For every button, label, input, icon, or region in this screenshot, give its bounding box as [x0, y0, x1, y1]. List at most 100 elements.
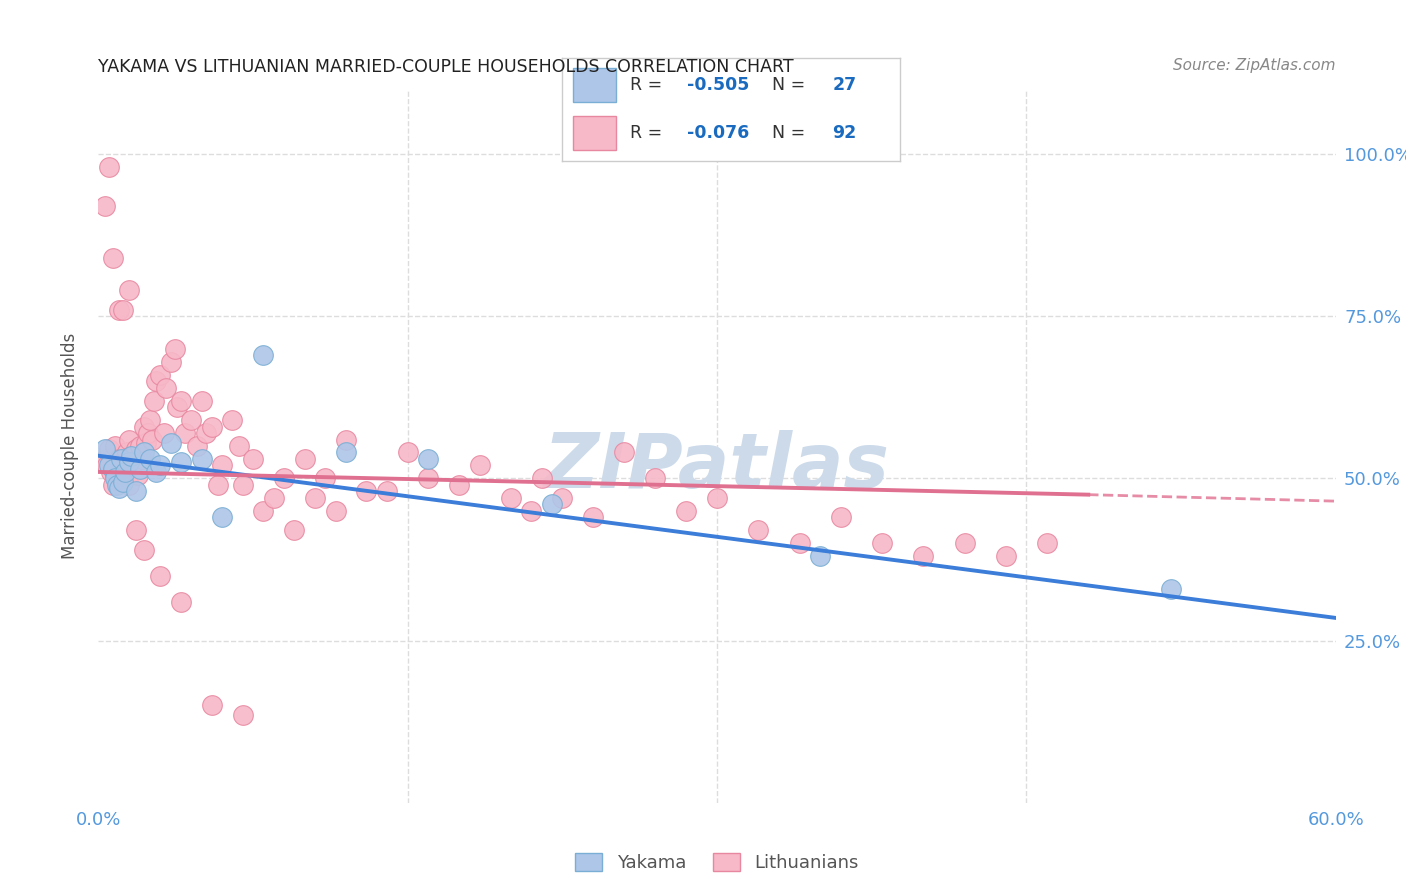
Point — [97, 458, 120, 473]
Point — [613, 445, 636, 459]
Point — [675, 504, 697, 518]
Point — [186, 439, 208, 453]
Point — [356, 484, 378, 499]
Point — [304, 491, 326, 505]
Point — [120, 449, 142, 463]
Point — [520, 504, 543, 518]
FancyBboxPatch shape — [572, 69, 616, 102]
FancyBboxPatch shape — [572, 117, 616, 150]
Point — [112, 302, 135, 317]
Text: N =: N = — [772, 76, 810, 95]
Point — [149, 368, 172, 382]
Point — [273, 471, 295, 485]
Y-axis label: Married-couple Households: Married-couple Households — [60, 333, 79, 559]
Point — [132, 542, 155, 557]
Point — [325, 504, 347, 518]
Point — [211, 510, 233, 524]
Point — [101, 251, 124, 265]
Point — [252, 504, 274, 518]
Point — [112, 455, 135, 469]
Point — [644, 471, 666, 485]
Point — [118, 283, 141, 297]
Point — [283, 524, 305, 538]
Point — [159, 435, 181, 450]
Point — [396, 445, 419, 459]
Point — [190, 393, 212, 408]
Point — [127, 468, 149, 483]
Point — [207, 478, 229, 492]
Point — [418, 471, 440, 485]
Point — [139, 413, 162, 427]
Point — [953, 536, 976, 550]
Point — [1036, 536, 1059, 550]
Point — [149, 568, 172, 582]
Point — [124, 524, 146, 538]
Point — [93, 199, 115, 213]
Point — [201, 419, 224, 434]
Point — [118, 455, 141, 469]
Point — [110, 471, 132, 485]
Point — [211, 458, 233, 473]
Point — [994, 549, 1017, 564]
Point — [190, 452, 212, 467]
Point — [242, 452, 264, 467]
Point — [232, 478, 254, 492]
Point — [104, 439, 127, 453]
Text: -0.505: -0.505 — [688, 76, 749, 95]
Point — [335, 433, 357, 447]
Text: R =: R = — [630, 76, 668, 95]
Point — [131, 452, 153, 467]
Point — [101, 478, 124, 492]
Point — [128, 439, 150, 453]
Point — [124, 484, 146, 499]
Point — [114, 465, 136, 479]
Text: N =: N = — [772, 124, 810, 143]
Point — [101, 461, 124, 475]
Point — [789, 536, 811, 550]
Point — [132, 419, 155, 434]
Point — [747, 524, 769, 538]
Point — [335, 445, 357, 459]
Legend: Yakama, Lithuanians: Yakama, Lithuanians — [568, 846, 866, 880]
Point — [499, 491, 522, 505]
Point — [252, 348, 274, 362]
Point — [294, 452, 316, 467]
Text: ZIPatlas: ZIPatlas — [544, 431, 890, 504]
Point — [135, 435, 157, 450]
Text: 27: 27 — [832, 76, 856, 95]
Point — [541, 497, 564, 511]
Text: 92: 92 — [832, 124, 856, 143]
Point — [582, 510, 605, 524]
Point — [174, 425, 197, 440]
Point — [194, 425, 217, 440]
Point — [418, 452, 440, 467]
Point — [108, 452, 131, 467]
Point — [96, 458, 118, 473]
Point — [104, 471, 127, 485]
Point — [141, 433, 163, 447]
Point — [1160, 582, 1182, 596]
Point — [105, 478, 128, 492]
Point — [912, 549, 935, 564]
Point — [117, 445, 139, 459]
Point — [449, 478, 471, 492]
Point — [120, 449, 142, 463]
Point — [159, 354, 181, 368]
Point — [118, 478, 141, 492]
Point — [97, 160, 120, 174]
Point — [114, 461, 136, 475]
Point — [808, 549, 831, 564]
Text: -0.076: -0.076 — [688, 124, 749, 143]
Text: YAKAMA VS LITHUANIAN MARRIED-COUPLE HOUSEHOLDS CORRELATION CHART: YAKAMA VS LITHUANIAN MARRIED-COUPLE HOUS… — [98, 58, 794, 76]
Point — [105, 475, 128, 489]
Point — [145, 374, 167, 388]
Point — [170, 595, 193, 609]
Point — [153, 425, 176, 440]
Point — [170, 455, 193, 469]
Point — [870, 536, 893, 550]
Point — [180, 413, 202, 427]
Point — [108, 465, 131, 479]
Point — [124, 442, 146, 457]
Point — [110, 452, 132, 467]
Point — [118, 433, 141, 447]
